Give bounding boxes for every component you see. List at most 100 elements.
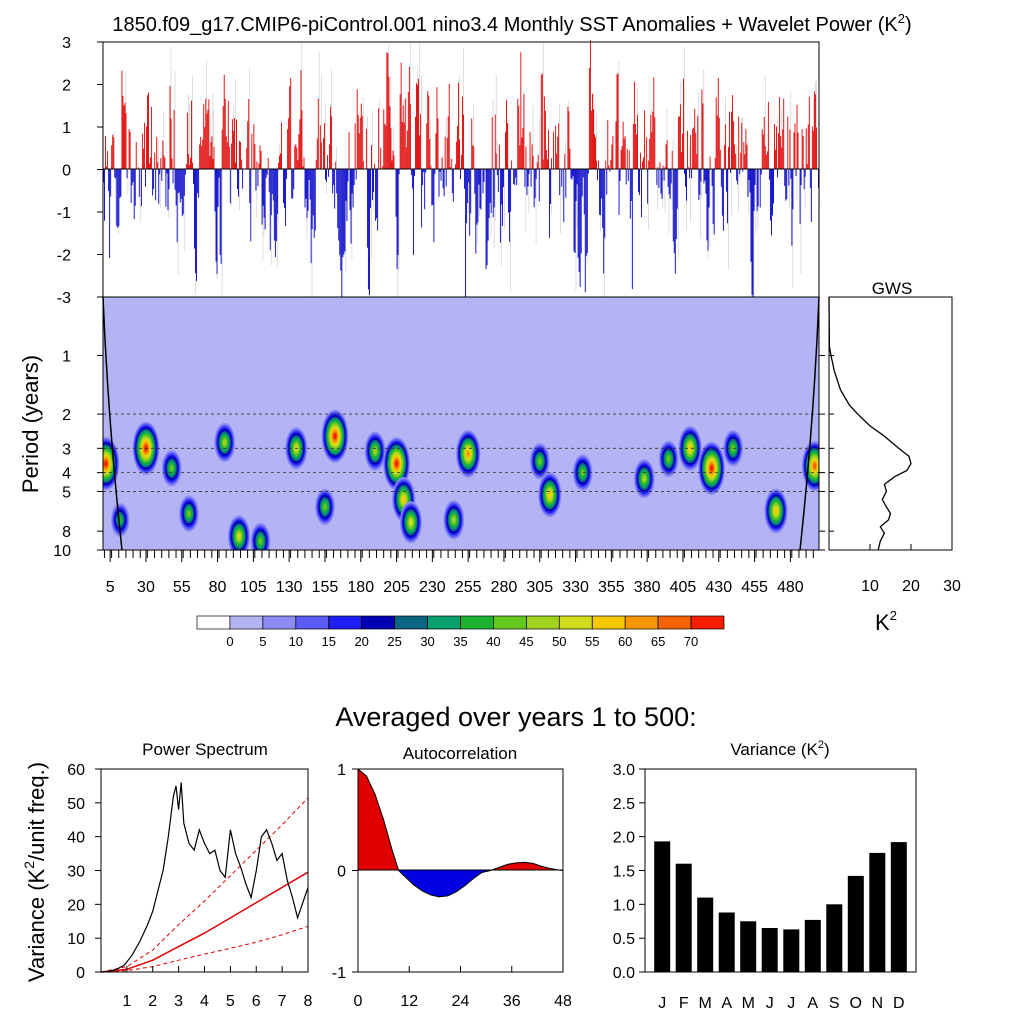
anomaly-bar — [568, 111, 570, 170]
variance-bars — [654, 841, 907, 973]
anomaly-bar — [811, 126, 813, 170]
anomaly-bar — [271, 169, 273, 194]
anomaly-bar — [339, 169, 341, 255]
anomaly-bar — [542, 159, 544, 170]
anomaly-bar — [805, 128, 807, 170]
anomaly-bar-shadow — [494, 169, 496, 221]
anomaly-bar-shadow — [657, 169, 659, 210]
anomaly-bar — [794, 123, 796, 170]
anomaly-bar — [273, 169, 275, 241]
wavelet-contour — [104, 460, 108, 467]
anomaly-bar — [465, 169, 467, 300]
anomaly-bar — [733, 121, 735, 170]
anomaly-bar — [788, 169, 790, 186]
anomaly-bar — [184, 169, 186, 175]
wavelet-y-tick-label: 1 — [62, 349, 71, 366]
anomaly-bar — [297, 160, 299, 170]
colorbar-swatch — [328, 615, 363, 630]
anomaly-bar — [747, 169, 749, 197]
anomaly-bar — [626, 148, 628, 170]
anomaly-bar — [322, 138, 324, 170]
anomaly-bar-shadow — [139, 169, 141, 223]
variance-bar — [740, 921, 757, 973]
anomaly-bar — [224, 98, 226, 170]
power-spectrum-y-tick-label: 20 — [67, 897, 85, 914]
anomaly-bar — [496, 169, 498, 176]
anomaly-bar — [785, 169, 787, 201]
anomaly-bar — [369, 169, 370, 295]
variance-y-tick-label: 3.0 — [613, 762, 635, 779]
anomaly-bar — [348, 132, 350, 170]
anomaly-bar — [198, 169, 200, 198]
wavelet-y-axis: 1 2 3 45 8 10 — [53, 349, 825, 560]
wavelet-y-tick-label: 3 — [62, 441, 71, 458]
anomaly-bar — [182, 169, 184, 215]
anomaly-bar — [240, 142, 242, 170]
anomaly-bar — [228, 146, 230, 170]
anomaly-bar-shadow — [690, 169, 691, 222]
anomaly-bar — [353, 169, 355, 186]
anomaly-bar — [780, 136, 782, 170]
anomaly-bar — [603, 169, 605, 274]
power-spectrum-x-tick-label: 4 — [200, 993, 209, 1010]
anomaly-bar — [471, 118, 473, 170]
anomaly-bar — [462, 96, 463, 170]
anomaly-bar — [160, 158, 162, 170]
anomaly-bar — [180, 169, 182, 199]
anomaly-bar — [217, 169, 219, 207]
anomaly-bar — [561, 169, 563, 187]
anomaly-bar — [187, 154, 189, 170]
anomaly-bar — [535, 169, 537, 179]
anomaly-bar — [289, 86, 291, 170]
anomaly-bar — [225, 136, 227, 170]
anomaly-bar — [457, 82, 459, 170]
anomaly-bar — [513, 169, 515, 185]
anomaly-bar — [715, 97, 717, 170]
gws-x-label: K2 — [875, 608, 897, 635]
anomaly-bar — [516, 169, 518, 186]
anomaly-bar-shadow — [576, 169, 578, 229]
anomaly-bar-shadow — [445, 117, 447, 170]
anomaly-bar — [804, 169, 806, 177]
anomaly-bar — [169, 86, 171, 170]
anomaly-bar — [376, 169, 378, 219]
anomaly-bar — [639, 169, 640, 195]
gws-line — [828, 296, 912, 551]
variance-bar — [783, 929, 800, 972]
anomaly-bar — [724, 124, 726, 170]
anomaly-bar — [135, 141, 137, 170]
anomaly-bar — [241, 159, 243, 170]
anomaly-bar — [808, 96, 810, 170]
anomaly-bar-shadow — [500, 169, 502, 266]
anomaly-bar-shadow — [605, 169, 606, 240]
anomaly-bar-shadow — [662, 169, 664, 208]
anomaly-bar — [523, 93, 525, 170]
wavelet-x-tick-label: 155 — [312, 579, 339, 596]
wavelet-y-tick-label: 2 — [62, 407, 71, 424]
anomaly-bar — [438, 169, 440, 197]
anomaly-bar — [691, 169, 693, 179]
anomaly-bar — [277, 162, 279, 170]
anomaly-bar — [215, 169, 217, 262]
anomaly-bar-shadow — [183, 169, 185, 252]
anomaly-bar — [735, 153, 737, 170]
anomaly-bar — [619, 169, 621, 181]
anomaly-bar — [716, 115, 718, 170]
anomaly-bar — [572, 169, 574, 177]
anomaly-bar — [441, 157, 443, 170]
anomaly-bar — [378, 108, 380, 170]
anomaly-bar — [492, 169, 494, 218]
wavelet-y-tick-label: 4 — [62, 466, 71, 483]
anomaly-bar-shadow — [703, 69, 705, 170]
wavelet-contour — [395, 460, 399, 467]
anomaly-bar — [621, 146, 623, 170]
anomaly-bar — [495, 153, 497, 170]
anomaly-y-axis: 3 2 1 0 -1 -2 -3 — [57, 35, 103, 307]
anomaly-bar — [700, 169, 702, 182]
anomaly-bar-shadow — [789, 169, 791, 208]
anomaly-bar — [190, 157, 191, 170]
anomaly-bar-shadow — [276, 169, 278, 267]
anomaly-bar — [646, 137, 648, 170]
anomaly-bar — [274, 169, 276, 257]
